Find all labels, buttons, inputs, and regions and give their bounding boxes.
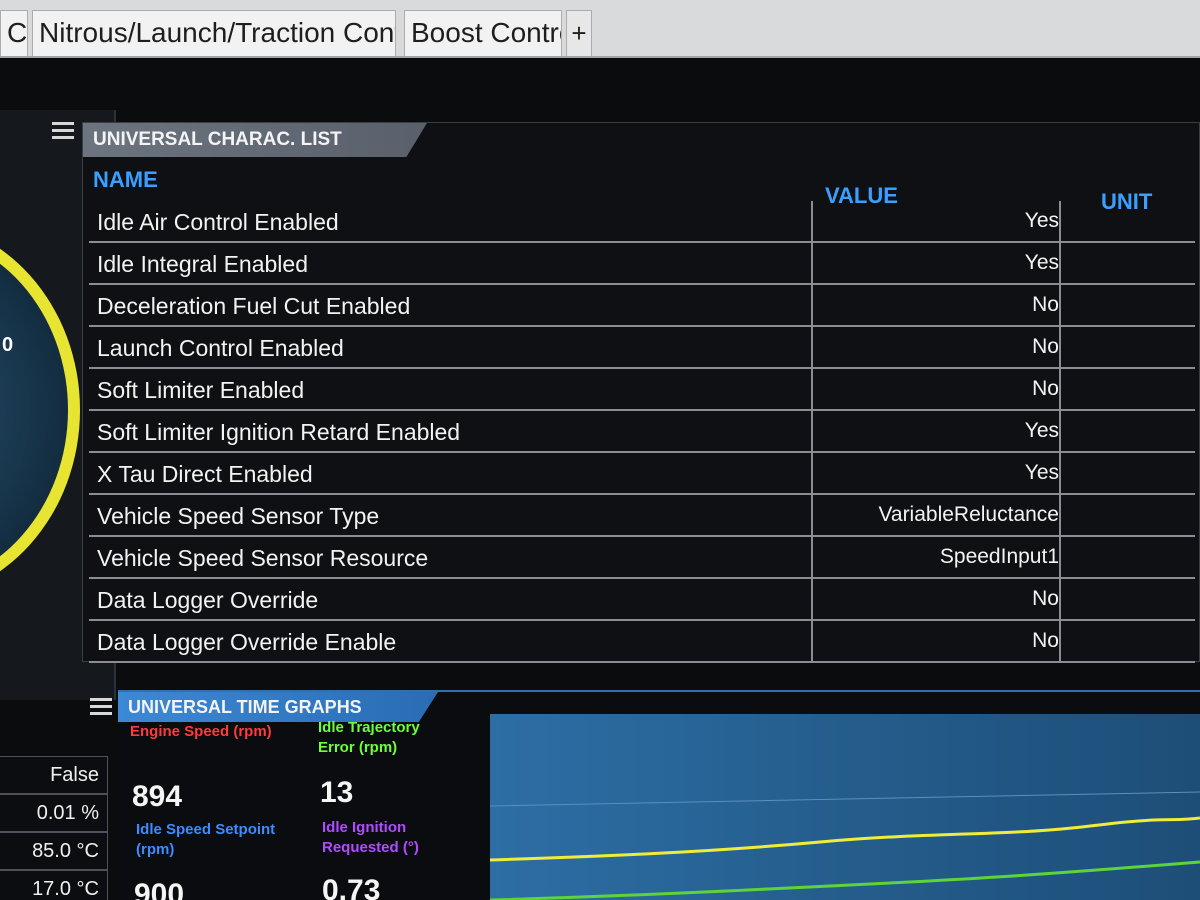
row-value[interactable]: No [1032,335,1059,358]
row-name: Soft Limiter Ignition Retard Enabled [97,419,461,445]
charac-panel-title: UNIVERSAL CHARAC. LIST [83,123,427,157]
graphs-menu-icon[interactable] [90,698,112,718]
engine-speed-value: 894 [132,780,183,813]
trace-yellow [490,816,1200,862]
row-value[interactable]: SpeedInput1 [939,545,1059,568]
row-name: Launch Control Enabled [97,335,344,361]
idle-ignition-value: 0.73 [322,874,381,900]
charac-rows: Idle Air Control Enabled Yes Idle Integr… [89,201,1195,663]
table-row[interactable]: Idle Integral Enabled Yes [89,243,1195,285]
trace-green [490,860,1200,900]
unit-column-header[interactable]: UNIT [1101,189,1153,214]
row-value[interactable]: No [1032,377,1059,400]
engine-speed-label: Engine Speed (rpm) [130,723,272,740]
tab-boost-control[interactable]: Boost Control [404,10,562,56]
row-name: Idle Air Control Enabled [97,209,339,235]
readout-value: 17.0 °C [0,870,108,900]
idle-trajectory-error-label: Idle Trajectory Error (rpm) [318,719,420,756]
add-tab-button[interactable]: + [566,10,592,56]
graphs-panel-title: UNIVERSAL TIME GRAPHS [118,692,438,722]
plot-gridline [490,791,1200,807]
table-row[interactable]: Data Logger Override No [89,579,1195,621]
table-row[interactable]: Deceleration Fuel Cut Enabled No [89,285,1195,327]
idle-trajectory-error-value: 13 [320,776,354,809]
universal-charac-list: UNIVERSAL CHARAC. LIST NAME VALUE UNIT I… [82,122,1200,663]
row-value[interactable]: Yes [1024,209,1059,232]
tab-cc[interactable]: CC [0,10,28,56]
row-name: Vehicle Speed Sensor Type [97,503,380,529]
row-name: X Tau Direct Enabled [97,461,313,487]
charac-menu-icon[interactable] [52,122,74,142]
row-value[interactable]: No [1032,629,1059,652]
idle-ignition-label: Idle Ignition Requested (°) [322,819,419,856]
readout-value: 85.0 °C [0,832,108,870]
name-column-header[interactable]: NAME [93,167,158,192]
universal-time-graphs: UNIVERSAL TIME GRAPHS Engine Speed (rpm)… [118,690,1200,900]
table-row[interactable]: Data Logger Override Enable No [89,621,1195,663]
row-name: Data Logger Override Enable [97,629,397,655]
row-name: Soft Limiter Enabled [97,377,305,403]
table-row[interactable]: Soft Limiter Enabled No [89,369,1195,411]
tab-nitrous-launch-traction[interactable]: Nitrous/Launch/Traction Control [32,10,396,56]
table-row[interactable]: Soft Limiter Ignition Retard Enabled Yes [89,411,1195,453]
readout-column: False 0.01 % 85.0 °C 17.0 °C [0,756,108,900]
row-name: Vehicle Speed Sensor Resource [97,545,429,571]
tab-strip: CC Nitrous/Launch/Traction Control Boost… [0,0,1200,58]
gauge-tick-label: 0 [2,334,14,356]
readout-value: 0.01 % [0,794,108,832]
table-row[interactable]: Vehicle Speed Sensor Resource SpeedInput… [89,537,1195,579]
table-row[interactable]: Vehicle Speed Sensor Type VariableReluct… [89,495,1195,537]
table-row[interactable]: Launch Control Enabled No [89,327,1195,369]
row-value[interactable]: Yes [1024,419,1059,442]
table-row[interactable]: Idle Air Control Enabled Yes [89,201,1195,243]
row-name: Data Logger Override [97,587,319,613]
row-value[interactable]: No [1032,293,1059,316]
row-value[interactable]: No [1032,587,1059,610]
idle-speed-setpoint-label: Idle Speed Setpoint (rpm) [136,821,276,858]
rpm-gauge [0,220,80,600]
time-graph-plot[interactable] [490,714,1200,900]
row-name: Deceleration Fuel Cut Enabled [97,293,411,319]
row-value[interactable]: Yes [1024,461,1059,484]
readout-value: False [0,756,108,794]
row-name: Idle Integral Enabled [97,251,308,277]
row-value[interactable]: Yes [1024,251,1059,274]
idle-speed-setpoint-value: 900 [134,878,185,900]
value-column-header[interactable]: VALUE [825,183,898,208]
table-row[interactable]: X Tau Direct Enabled Yes [89,453,1195,495]
row-value[interactable]: VariableReluctance [878,503,1059,526]
